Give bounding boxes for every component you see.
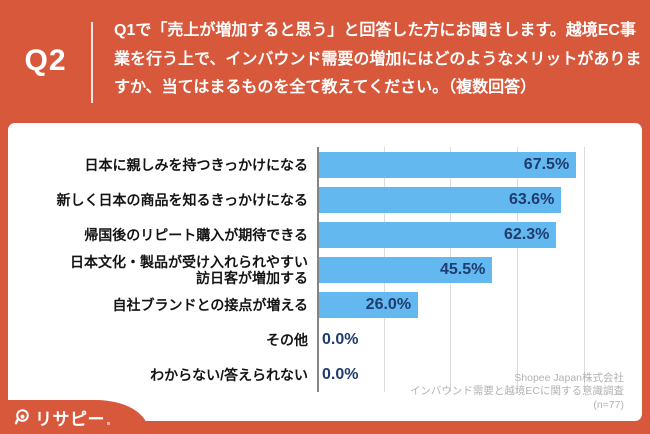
axis-line bbox=[317, 147, 319, 392]
chart-row: 日本文化・製品が受け入れられやすい 訪日客が増加する 45.5% bbox=[8, 252, 642, 287]
bar: 67.5% bbox=[319, 151, 577, 178]
header-divider bbox=[91, 22, 93, 103]
logo: リサピー bbox=[0, 400, 148, 434]
logo-text: リサピー bbox=[35, 409, 105, 429]
value-label: 67.5% bbox=[523, 155, 570, 173]
category-label: 新しく日本の商品を知るきっかけになる bbox=[56, 191, 308, 208]
chart-row: その他 0.0% bbox=[8, 322, 642, 357]
gridline bbox=[517, 147, 519, 392]
value-label: 45.5% bbox=[439, 260, 486, 278]
category-label: 日本文化・製品が受け入れられやすい 訪日客が増加する bbox=[70, 253, 308, 286]
logo-trademark-dot bbox=[107, 422, 110, 425]
category-label: 帰国後のリピート購入が期待できる bbox=[84, 226, 308, 243]
bar-area: 45.5% bbox=[317, 252, 642, 287]
chart-row: 自社ブランドとの接点が増える 26.0% bbox=[8, 287, 642, 322]
bar-area: 26.0% bbox=[317, 287, 642, 322]
question-number: Q2 bbox=[24, 44, 67, 77]
bar: 26.0% bbox=[319, 291, 419, 318]
chart-panel: 日本に親しみを持つきっかけになる 67.5% 新しく日本の商品を知るきっかけになる 6… bbox=[8, 123, 642, 421]
bar-chart: 日本に親しみを持つきっかけになる 67.5% 新しく日本の商品を知るきっかけになる 6… bbox=[8, 147, 642, 392]
value-label: 62.3% bbox=[503, 225, 550, 243]
bar: 63.6% bbox=[319, 186, 562, 213]
question-header: Q2 Q1で「売上が増加すると思う」と回答した方にお聞きします。越境EC事業を行… bbox=[0, 0, 650, 123]
value-label: 26.0% bbox=[365, 295, 412, 313]
bar: 62.3% bbox=[319, 221, 557, 248]
source-note: Shopee Japan株式会社 インバウンド需要と越境ECに関する意識調査 (… bbox=[410, 372, 624, 413]
value-label: 0.0% bbox=[322, 365, 359, 383]
category-label: わからない/答えられない bbox=[150, 366, 308, 383]
chart-row: 新しく日本の商品を知るきっかけになる 63.6% bbox=[8, 182, 642, 217]
source-survey-title: インバウンド需要と越境ECに関する意識調査 bbox=[409, 385, 624, 397]
chart-row: 日本に親しみを持つきっかけになる 67.5% bbox=[8, 147, 642, 182]
logo-pin-icon bbox=[13, 408, 31, 426]
source-company: Shopee Japan株式会社 bbox=[514, 371, 624, 384]
bar-area: 63.6% bbox=[317, 182, 642, 217]
question-text: Q1で「売上が増加すると思う」と回答した方にお聞きします。越境EC事業を行う上で… bbox=[114, 22, 642, 96]
value-label: 63.6% bbox=[508, 190, 555, 208]
category-label: 日本に親しみを持つきっかけになる bbox=[84, 156, 308, 173]
category-label: その他 bbox=[266, 331, 308, 348]
source-sample-size: (n=77) bbox=[593, 398, 624, 411]
value-label: 0.0% bbox=[322, 330, 359, 348]
chart-row: わからない/答えられない 0.0% bbox=[8, 357, 642, 392]
bar-chart-rows: 日本に親しみを持つきっかけになる 67.5% 新しく日本の商品を知るきっかけになる 6… bbox=[8, 147, 642, 392]
chart-row: 帰国後のリピート購入が期待できる 62.3% bbox=[8, 217, 642, 252]
bar: 45.5% bbox=[319, 256, 493, 283]
bar-area: 62.3% bbox=[317, 217, 642, 252]
bar-area: 67.5% bbox=[317, 147, 642, 182]
bottom-frame-strip bbox=[0, 421, 650, 434]
bar-area: 0.0% bbox=[317, 357, 642, 392]
gridline bbox=[583, 147, 585, 392]
bar-area: 0.0% bbox=[317, 322, 642, 357]
category-label: 自社ブランドとの接点が増える bbox=[112, 296, 308, 313]
